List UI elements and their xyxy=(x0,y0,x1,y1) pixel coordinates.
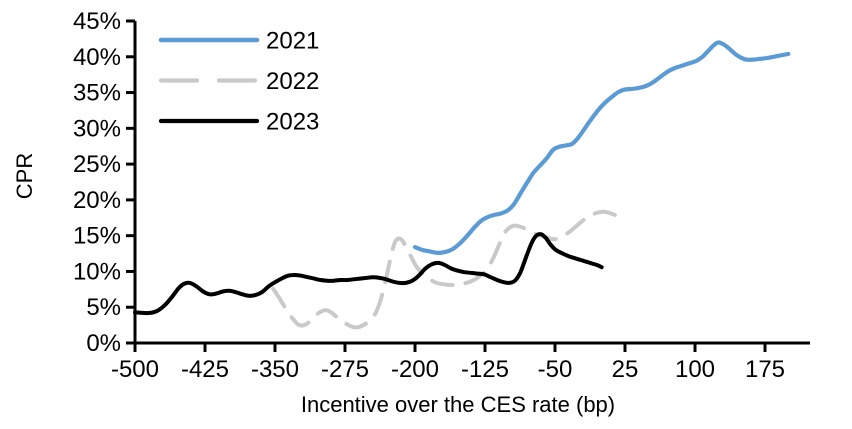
y-tick-label: 15% xyxy=(73,223,121,250)
y-tick-label: 0% xyxy=(86,330,121,357)
x-tick-label: 175 xyxy=(745,356,785,383)
y-tick-label: 10% xyxy=(73,258,121,285)
series-line-2022 xyxy=(271,209,623,330)
axis-lines xyxy=(133,21,810,345)
legend-label-2022: 2022 xyxy=(266,68,319,95)
series-line-2021 xyxy=(412,40,791,255)
legend-label-2021: 2021 xyxy=(266,28,319,55)
x-tick-label: -125 xyxy=(461,356,509,383)
y-tick-label: 35% xyxy=(73,80,121,107)
y-tick-label: 45% xyxy=(73,8,121,35)
x-axis-title: Incentive over the CES rate (bp) xyxy=(301,392,615,417)
x-tick-label: 25 xyxy=(612,356,639,383)
y-axis-title: CPR xyxy=(12,153,37,199)
x-tick-label: -500 xyxy=(111,356,159,383)
x-tick-label: 100 xyxy=(675,356,715,383)
series-lines xyxy=(133,40,791,330)
x-tick-label: -50 xyxy=(538,356,573,383)
x-tick-label: -275 xyxy=(321,356,369,383)
legend: 2021 2022 2023 xyxy=(158,28,319,136)
series-line-2023 xyxy=(133,232,604,316)
x-tick-label: -350 xyxy=(251,356,299,383)
axes: 0% 5% 10% 15% 20% 25% 30% 35% 40% 45% -500 -425 -350… xyxy=(73,8,810,383)
y-tick-label: 30% xyxy=(73,115,121,142)
y-tick-label: 5% xyxy=(86,294,121,321)
y-tick-label: 20% xyxy=(73,187,121,214)
y-tick-label: 25% xyxy=(73,151,121,178)
x-tick-label: -200 xyxy=(391,356,439,383)
y-tick-label: 40% xyxy=(73,44,121,71)
legend-label-2023: 2023 xyxy=(266,109,319,136)
x-tick-label: -425 xyxy=(181,356,229,383)
